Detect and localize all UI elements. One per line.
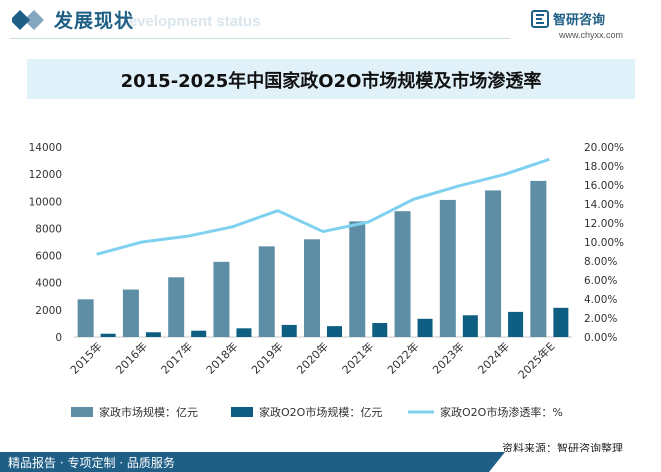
y-right-tick-label: 14.00% [584,199,624,211]
brand-url: www.chyxx.com [559,30,624,40]
y-left-tick-label: 4000 [35,278,62,290]
page-header: Development status 发展现状 [0,0,661,44]
x-tick-label: 2020年 [294,339,331,376]
y-right-tick-label: 0.00% [584,332,617,344]
bar-o2o-size [145,332,161,337]
legend-swatch [71,407,93,417]
legend-label: 家政O2O市场渗透率：% [440,405,563,419]
brand-logo-icon [531,10,549,28]
x-tick-label: 2022年 [384,339,421,376]
chart: 0 2000 4000 6000 8000 10000 12000 14000 0.00% 2.0… [29,142,624,419]
bar-market-size [530,180,547,337]
bar-o2o-size [417,318,433,337]
bottom-bar-slant [489,452,661,472]
legend-label: 家政O2O市场规模：亿元 [259,405,382,419]
y-right-tick-label: 10.00% [584,237,624,249]
brand-name: 智研咨询 [553,13,606,28]
y-left-tick-label: 8000 [35,223,62,235]
bar-market-size [439,199,456,337]
bar-market-size [258,246,275,337]
x-tick-label: 2017年 [158,339,195,376]
bottom-bar: 精品报告 · 专项定制 · 品质服务 [0,452,661,472]
x-tick-label: 2021年 [339,339,376,376]
y-right-tick-label: 8.00% [584,256,617,268]
y-right-tick-label: 2.00% [584,313,617,325]
y-left-tick-label: 10000 [29,196,62,208]
y-right-tick-label: 18.00% [584,161,624,173]
y-left-tick-label: 14000 [29,142,62,154]
legend-swatch [231,407,253,417]
bar-market-size [77,299,94,337]
bar-o2o-size [327,326,342,337]
bar-o2o-size [191,330,207,337]
bar-market-size [122,289,139,337]
source-note: 资料来源：智研咨询整理 [502,442,623,455]
header-divider [10,38,510,39]
bar-market-size [213,261,230,337]
bar-o2o-size [372,323,388,337]
bar-market-size [394,211,411,337]
x-tick-label: 2024年 [475,339,512,376]
x-tick-label: 2019年 [248,339,285,376]
section-title: 发展现状 [54,10,135,32]
line-penetration-rate [96,157,550,256]
bar-market-size [304,239,320,337]
footer-tagline: 精品报告 · 专项定制 · 品质服务 [8,456,175,470]
chart-title: 2015-2025年中国家政O2O市场规模及市场渗透率 [120,71,542,92]
y-left-tick-label: 12000 [29,169,62,181]
x-tick-label: 2023年 [429,339,466,376]
bar-market-size [168,277,185,337]
legend-label: 家政市场规模：亿元 [99,405,198,419]
y-left-tick-label: 6000 [35,251,62,263]
x-tick-label: 2016年 [113,339,150,376]
x-tick-label: 2025年E [515,339,557,381]
bar-o2o-size [281,324,297,337]
y-right-tick-label: 6.00% [584,275,617,287]
bar-o2o-size [462,315,478,337]
y-right-tick-label: 20.00% [584,142,624,154]
y-right-tick-label: 16.00% [584,180,624,192]
bar-o2o-size [553,307,569,337]
y-right-tick-label: 4.00% [584,294,617,306]
x-tick-label: 2015年 [67,339,104,376]
bar-market-size [349,221,366,337]
chart-title-banner: 2015-2025年中国家政O2O市场规模及市场渗透率 [27,59,635,99]
y-left-tick-label: 0 [55,332,62,344]
bar-o2o-size [100,333,116,337]
x-tick-label: 2018年 [203,339,240,376]
brand-logo: 智研咨询 www.chyxx.com [531,8,649,42]
y-left-tick-label: 2000 [35,305,62,317]
bar-o2o-size [508,311,524,337]
bar-o2o-size [236,328,252,337]
bar-market-size [485,190,502,337]
y-right-tick-label: 12.00% [584,218,624,230]
diamond-icon [12,10,44,30]
section-subtitle: Development status [118,13,261,30]
